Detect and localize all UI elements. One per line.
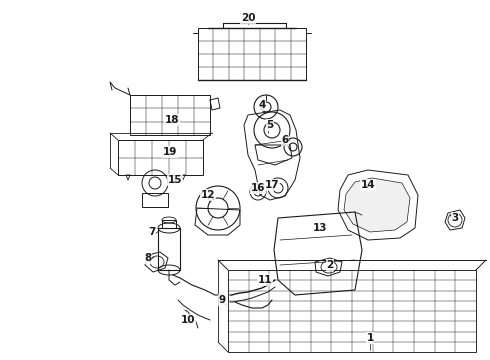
Text: 20: 20 [241, 13, 255, 23]
Text: 13: 13 [313, 223, 327, 233]
Bar [162, 220, 176, 228]
Bar [198, 28, 306, 80]
Text: 14: 14 [361, 180, 375, 190]
Text: 4: 4 [258, 100, 266, 110]
Text: 8: 8 [145, 253, 151, 263]
Text: 15: 15 [168, 175, 182, 185]
Text: 19: 19 [163, 147, 177, 157]
Text: 9: 9 [219, 295, 225, 305]
Bar [158, 228, 180, 270]
Text: 3: 3 [451, 213, 459, 223]
Text: 11: 11 [258, 275, 272, 285]
Bar [228, 270, 476, 352]
Bar [142, 193, 168, 207]
Text: 5: 5 [267, 120, 273, 130]
Text: 10: 10 [181, 315, 195, 325]
Text: 12: 12 [201, 190, 215, 200]
Bar [130, 95, 210, 135]
Text: 1: 1 [367, 333, 374, 343]
Text: 7: 7 [148, 227, 156, 237]
Text: 17: 17 [265, 180, 279, 190]
Text: 6: 6 [281, 135, 289, 145]
Text: 18: 18 [165, 115, 179, 125]
Polygon shape [344, 178, 410, 232]
Bar [118, 140, 203, 175]
Text: 16: 16 [251, 183, 265, 193]
Text: 2: 2 [326, 260, 334, 270]
